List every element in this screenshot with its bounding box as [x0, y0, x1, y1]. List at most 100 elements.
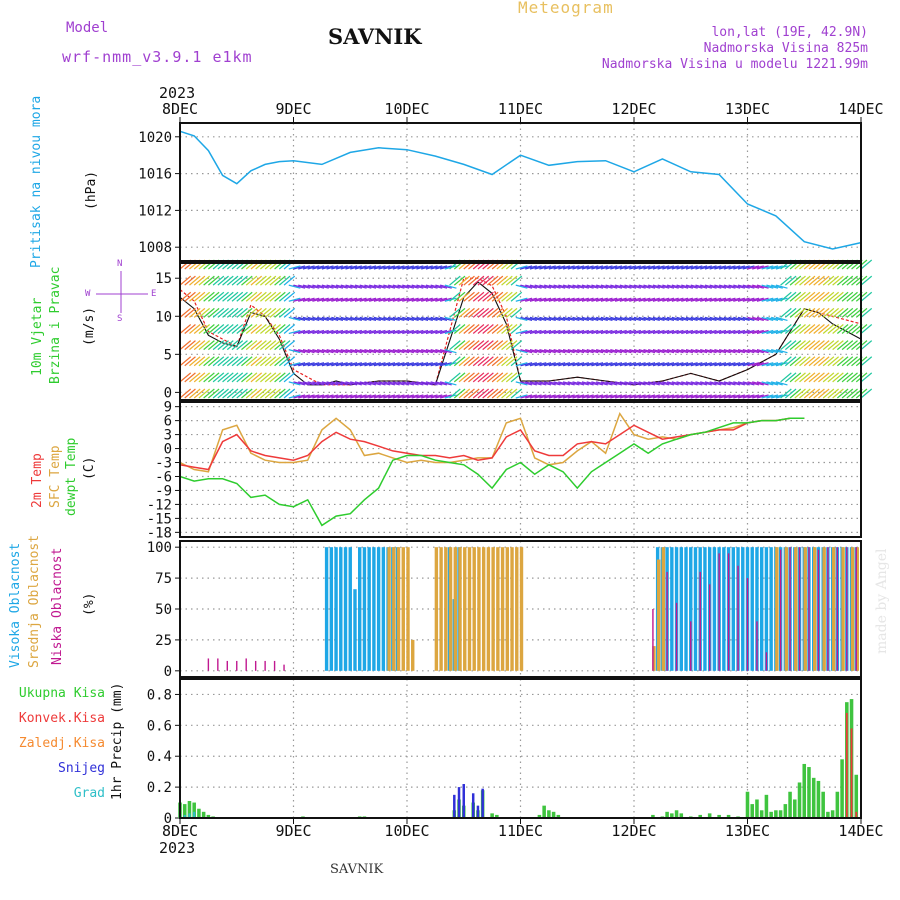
wind-barb: [411, 394, 424, 399]
wind-barb: [373, 394, 386, 399]
wind-barb: [487, 372, 499, 383]
wind-barb: [525, 349, 537, 354]
wind-barb: [496, 356, 508, 367]
wind-barb: [841, 388, 854, 399]
wind-barb: [321, 297, 334, 302]
wind-barb: [269, 324, 281, 334]
wind-barb: [770, 394, 783, 399]
precip-legend-conv: Konvek.Kisa: [18, 711, 105, 726]
wind-barb: [302, 316, 315, 322]
wind-barb: [335, 316, 348, 322]
wind-barb: [231, 340, 244, 351]
wind-barb: [836, 356, 849, 367]
wind-barb: [293, 284, 306, 289]
wind-barb: [245, 324, 258, 334]
wind-barb: [302, 284, 315, 289]
cloud-high-bar: [381, 547, 386, 671]
wind-barb: [813, 291, 825, 302]
wind-barb: [369, 284, 381, 289]
wind-barb: [666, 265, 679, 270]
wind-barb: [472, 324, 485, 334]
wind-barb: [212, 372, 225, 383]
wind-barb: [643, 316, 656, 322]
wind-barb: [421, 284, 433, 289]
wind-barb: [430, 316, 443, 322]
wind-barb: [752, 265, 764, 270]
wind-barb: [714, 316, 727, 322]
wind-barb: [260, 372, 272, 383]
wind-barb: [548, 284, 561, 289]
wind-barb: [841, 275, 854, 286]
wind-barb: [714, 297, 727, 302]
wind-barb: [269, 291, 281, 302]
wind-barb: [685, 316, 698, 322]
wind-barb: [515, 316, 528, 322]
wind-barb: [406, 297, 419, 302]
wind-barb: [515, 362, 528, 367]
wind-barb: [288, 316, 301, 322]
wind-barb: [629, 329, 642, 335]
wind-barb: [264, 291, 277, 302]
wind-barb: [794, 275, 806, 286]
wind-barb: [638, 316, 651, 322]
wind-barb: [610, 284, 623, 289]
wind-barb: [406, 329, 419, 335]
precip-snow-bar: [471, 793, 475, 818]
cloud-high-bar: [372, 547, 376, 671]
wind-barb: [756, 329, 769, 335]
wind-barb: [572, 316, 585, 322]
wind-barb: [666, 316, 679, 322]
wind-barb: [676, 349, 689, 354]
pressure-line: [179, 130, 862, 250]
wind-barb: [340, 394, 353, 399]
wind-barb: [359, 381, 372, 386]
wind-barb: [468, 275, 480, 286]
wind-barb: [288, 284, 301, 289]
wind-barb: [714, 362, 727, 367]
wind-barb: [515, 394, 528, 399]
wind-barb: [226, 340, 239, 351]
wind-barb: [813, 307, 825, 318]
wind-barb: [633, 349, 646, 354]
wind-barb: [784, 388, 797, 399]
wind-barb: [416, 316, 429, 322]
wind-barb: [250, 275, 263, 286]
wind-barb: [189, 291, 201, 302]
wind-barb: [477, 372, 490, 383]
wind-barb: [733, 394, 746, 399]
wind-barb: [704, 284, 717, 289]
wind-barb: [638, 362, 651, 367]
cloud-high-bar: [679, 547, 683, 671]
wind-barb: [302, 381, 315, 386]
wind-barb: [728, 297, 741, 302]
wind-barb: [605, 349, 618, 354]
wind-barb: [321, 329, 334, 335]
wind-barb: [278, 372, 291, 383]
wind-barb: [818, 291, 830, 302]
wind-barb: [718, 297, 731, 302]
wind-barb: [803, 324, 816, 334]
wind-barb: [453, 340, 466, 351]
wind-barb: [681, 284, 694, 289]
wind-barb: [600, 265, 613, 270]
wind-barb: [179, 307, 192, 318]
precip-total-bar: [726, 814, 731, 818]
wind-barb: [491, 388, 504, 399]
wind-barb: [350, 316, 362, 322]
wind-barb: [264, 324, 277, 334]
wind-barb: [331, 394, 344, 399]
wind-barb: [648, 316, 660, 322]
wind-barb: [458, 291, 471, 302]
wind-barb: [402, 362, 415, 367]
wind-barb: [387, 265, 400, 270]
wind-barb: [335, 394, 348, 399]
wind-barb: [643, 284, 656, 289]
wind-barb: [581, 381, 594, 386]
wind-barb: [350, 362, 362, 367]
cloud-high-bar: [367, 547, 371, 671]
wind-barb: [704, 349, 717, 354]
wind-barb: [477, 340, 490, 351]
wind-barb: [383, 265, 396, 270]
temp-dewpt-line: [179, 417, 805, 527]
wind-barb: [378, 316, 391, 322]
